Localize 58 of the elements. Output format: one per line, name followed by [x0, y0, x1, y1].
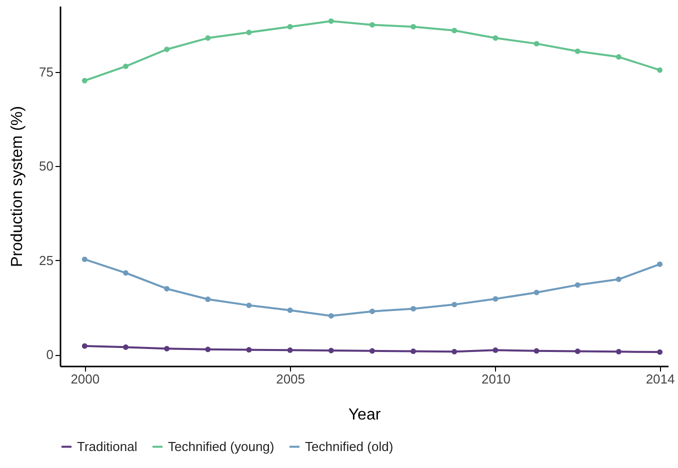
point	[410, 306, 416, 312]
point	[82, 343, 88, 349]
legend-label: Technified (old)	[305, 438, 394, 454]
point	[574, 48, 580, 54]
point	[122, 344, 128, 350]
point	[616, 348, 622, 354]
point	[574, 282, 580, 288]
point	[657, 67, 663, 73]
point	[492, 347, 498, 353]
point	[287, 347, 293, 353]
point	[574, 348, 580, 354]
point	[369, 308, 375, 314]
x-tick-label: 2000	[70, 372, 100, 386]
point	[205, 296, 211, 302]
point	[410, 24, 416, 30]
y-axis-title: Production system (%)	[9, 106, 26, 267]
legend-label: Traditional	[77, 438, 138, 454]
point	[534, 40, 540, 46]
x-tick-label: 2010	[482, 372, 510, 386]
y-tick-label: 0	[46, 347, 54, 362]
point	[164, 46, 170, 52]
point	[328, 348, 334, 354]
point	[328, 313, 334, 319]
point	[246, 347, 252, 353]
point	[657, 261, 663, 267]
y-tick-label: 50	[39, 158, 54, 174]
x-tick-label: 2014	[646, 372, 675, 386]
point	[452, 348, 458, 354]
point	[452, 302, 458, 308]
point	[534, 348, 540, 354]
point	[492, 35, 498, 41]
point	[369, 348, 375, 354]
point	[616, 276, 622, 282]
point	[287, 24, 293, 30]
point	[122, 64, 128, 70]
point	[328, 18, 334, 24]
x-tick-label: 2005	[276, 372, 306, 386]
point	[452, 28, 458, 34]
point	[410, 348, 416, 354]
y-tick-label: 25	[39, 252, 54, 268]
point	[122, 270, 128, 276]
point	[369, 22, 375, 28]
x-axis-title: Year	[348, 406, 382, 424]
point	[616, 54, 622, 60]
point	[492, 296, 498, 302]
point	[657, 349, 663, 355]
point	[164, 286, 170, 292]
point	[164, 346, 170, 352]
point	[246, 302, 252, 308]
point	[287, 307, 293, 313]
point	[205, 35, 211, 41]
legend-label: Technified (young)	[168, 438, 274, 454]
point	[205, 346, 211, 352]
point	[82, 78, 88, 84]
point	[534, 290, 540, 296]
point	[82, 256, 88, 262]
y-tick-label: 75	[39, 64, 54, 80]
point	[246, 30, 252, 36]
